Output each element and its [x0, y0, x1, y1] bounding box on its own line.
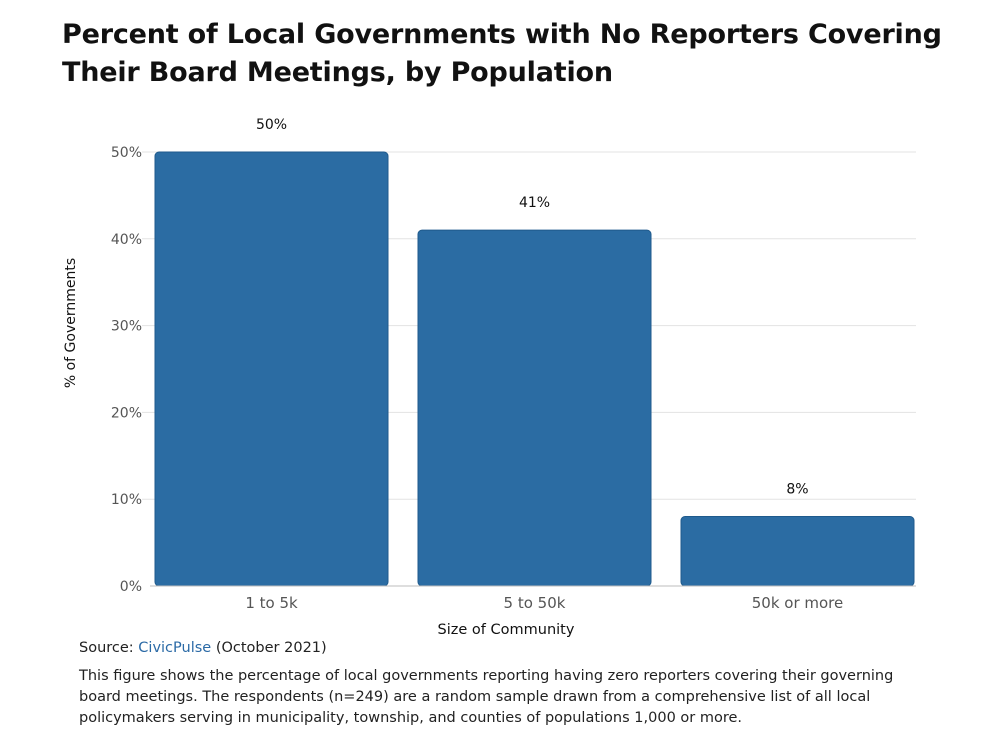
bars	[154, 151, 915, 587]
figure-note: This figure shows the percentage of loca…	[79, 668, 894, 726]
y-tick-label: 50%	[111, 145, 142, 161]
x-tick-label: 50k or more	[752, 594, 844, 612]
y-axis-label: % of Governments	[63, 258, 79, 388]
bar-value-label: 8%	[786, 482, 808, 498]
bar-value-label: 41%	[519, 195, 550, 211]
x-tick-label: 5 to 50k	[504, 594, 566, 612]
chart-title: Percent of Local Governments with No Rep…	[62, 16, 942, 92]
source-link[interactable]: CivicPulse	[138, 640, 212, 656]
chart-title-line-2: Their Board Meetings, by Population	[62, 57, 613, 88]
bar-chart: 50% 41% 8% 0% 10% 20% 30% 40% 50% 1 to 5k 5 to 5…	[63, 117, 916, 638]
bar	[680, 516, 915, 587]
source-prefix: Source:	[79, 640, 134, 656]
data-labels: 50% 41% 8%	[256, 117, 809, 498]
x-tick-label: 1 to 5k	[245, 594, 298, 612]
bar	[154, 151, 389, 587]
x-axis-label: Size of Community	[438, 622, 575, 638]
bar	[417, 229, 652, 587]
y-tick-label: 30%	[111, 319, 142, 335]
bar-value-label: 50%	[256, 117, 287, 133]
y-tick-label: 40%	[111, 232, 142, 248]
y-axis-ticks: 0% 10% 20% 30% 40% 50%	[111, 145, 142, 595]
source-line: Source: CivicPulse (October 2021)	[79, 640, 939, 656]
x-axis-ticks: 1 to 5k 5 to 50k 50k or more	[245, 594, 843, 612]
y-tick-label: 20%	[111, 405, 142, 421]
chart-title-line-1: Percent of Local Governments with No Rep…	[62, 19, 942, 50]
y-tick-label: 0%	[120, 579, 142, 595]
source-suffix: (October 2021)	[215, 640, 327, 656]
y-tick-label: 10%	[111, 492, 142, 508]
